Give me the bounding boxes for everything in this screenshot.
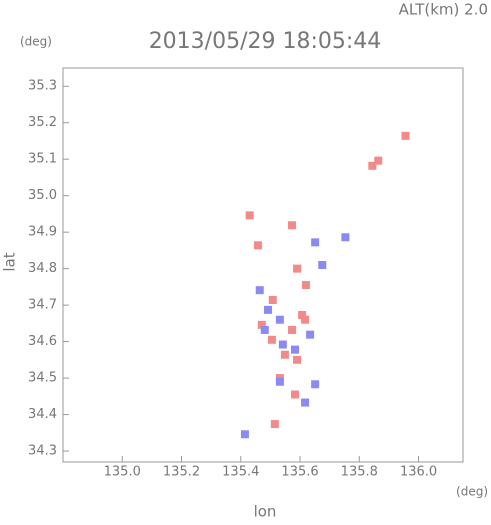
chart-title: 2013/05/29 18:05:44 (149, 29, 382, 54)
radar-echo (268, 296, 277, 305)
radar-echo (275, 377, 284, 386)
y-label: lat (1, 252, 19, 271)
x-label: lon (254, 503, 277, 521)
y-tick-label: 34.5 (28, 371, 57, 386)
radar-echo (240, 430, 249, 439)
radar-echo (260, 325, 269, 334)
radar-echo (311, 380, 320, 389)
y-tick-label: 34.3 (28, 444, 57, 459)
annotation: ALT(km) 2.0 (399, 1, 488, 19)
radar-echo (264, 305, 273, 314)
y-tick-label: 35.3 (28, 79, 57, 94)
radar-echo (288, 221, 297, 230)
x-tick-label: 135.8 (341, 465, 378, 480)
y-tick-label: 34.7 (28, 298, 57, 313)
radar-echo (267, 335, 276, 344)
radar-echo (293, 355, 302, 364)
radar-echo (291, 390, 299, 399)
x-tick-label: 135.4 (222, 465, 259, 480)
y-tick-label: 34.8 (28, 261, 57, 276)
radar-echo (253, 241, 262, 250)
radar-echo (275, 315, 284, 324)
x-tick-label: 135.0 (104, 465, 141, 480)
plot-frame (62, 67, 464, 463)
radar-echo (291, 345, 299, 354)
radar-echo (245, 211, 254, 220)
radar-echo (288, 325, 297, 334)
radar-echo (368, 161, 377, 170)
radar-echo (341, 233, 350, 242)
radar-echo (298, 310, 307, 319)
radar-echo (270, 420, 279, 429)
x-tick-label: 135.2 (163, 465, 200, 480)
y-tick-label: 35.2 (28, 115, 57, 130)
y-tick-label: 34.6 (28, 334, 57, 349)
radar-echo (301, 315, 310, 324)
x-unit: (deg) (456, 485, 488, 499)
radar-echo (255, 286, 264, 295)
radar-echo (318, 261, 327, 269)
radar-echo (301, 281, 310, 290)
radar-echo (306, 330, 315, 339)
y-tick-label: 35.1 (28, 152, 57, 167)
radar-echo (374, 156, 383, 165)
radar-echo (401, 131, 410, 140)
y-tick-label: 34.4 (28, 407, 57, 422)
x-tick-label: 136.0 (400, 465, 437, 480)
radar-echo (293, 264, 302, 273)
radar-echo (311, 238, 320, 247)
radar-echo (257, 320, 266, 329)
x-tick-label: 135.6 (281, 465, 318, 480)
y-tick-label: 35.0 (28, 188, 57, 203)
radar-echo (301, 398, 310, 407)
radar-echo (280, 350, 289, 359)
y-unit: (deg) (20, 35, 52, 49)
radar-echo (278, 340, 287, 349)
y-tick-label: 34.9 (28, 225, 57, 240)
